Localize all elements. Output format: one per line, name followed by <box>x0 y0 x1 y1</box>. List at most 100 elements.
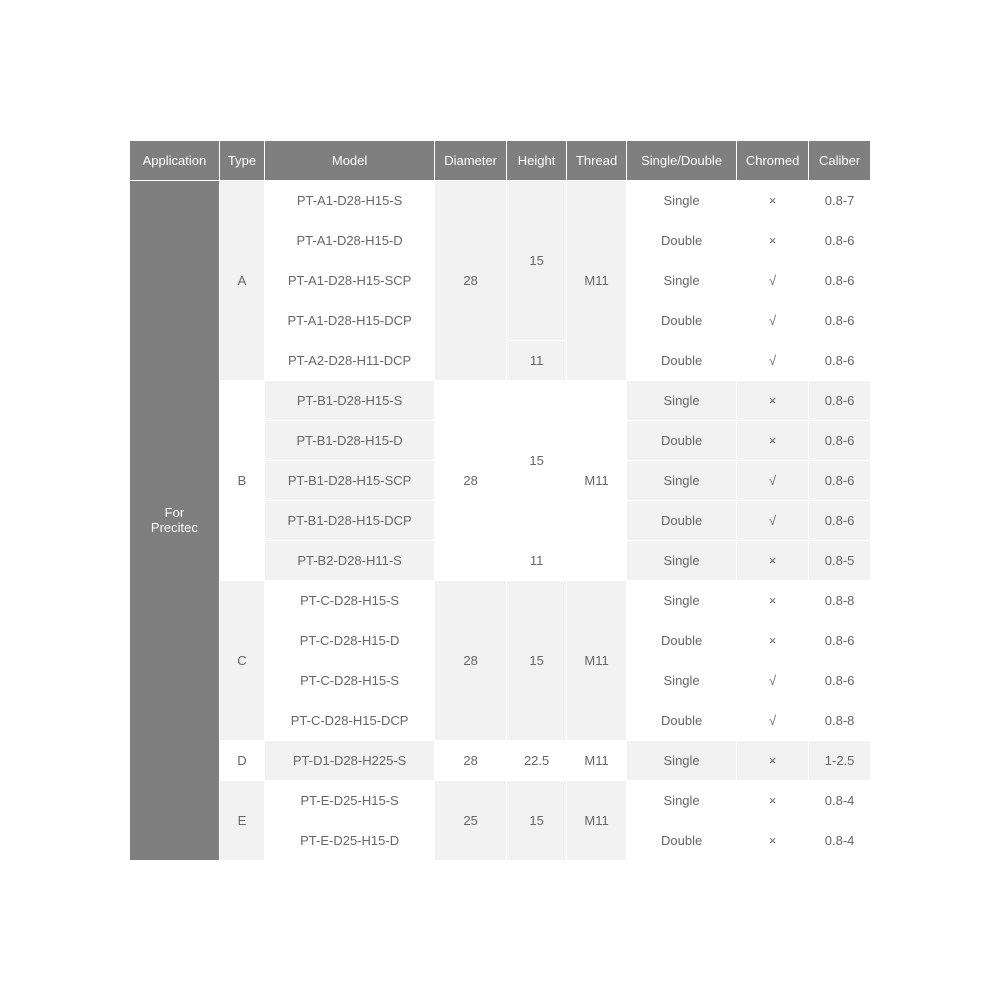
model-cell: PT-C-D28-H15-S <box>265 580 435 620</box>
single-double-cell: Single <box>627 380 737 420</box>
col-header-application: Application <box>129 140 219 180</box>
caliber-cell: 0.8-8 <box>809 580 871 620</box>
col-header-single-double: Single/Double <box>627 140 737 180</box>
chromed-cell: × <box>737 620 809 660</box>
model-cell: PT-D1-D28-H225-S <box>265 740 435 780</box>
type-cell: C <box>219 580 264 740</box>
chromed-cell: × <box>737 180 809 220</box>
caliber-cell: 0.8-6 <box>809 660 871 700</box>
height-cell: 15 <box>507 180 567 340</box>
col-header-caliber: Caliber <box>809 140 871 180</box>
single-double-cell: Double <box>627 420 737 460</box>
chromed-cell: × <box>737 820 809 860</box>
caliber-cell: 0.8-6 <box>809 260 871 300</box>
chromed-cell: × <box>737 540 809 580</box>
col-header-height: Height <box>507 140 567 180</box>
diameter-cell: 28 <box>435 380 507 580</box>
model-cell: PT-B1-D28-H15-DCP <box>265 500 435 540</box>
caliber-cell: 0.8-4 <box>809 780 871 820</box>
height-cell: 15 <box>507 380 567 540</box>
model-cell: PT-C-D28-H15-S <box>265 660 435 700</box>
table-row: DPT-D1-D28-H225-S2822.5M11Single×1-2.5 <box>129 740 870 780</box>
chromed-cell: √ <box>737 500 809 540</box>
caliber-cell: 0.8-8 <box>809 700 871 740</box>
single-double-cell: Single <box>627 740 737 780</box>
caliber-cell: 0.8-6 <box>809 340 871 380</box>
caliber-cell: 0.8-4 <box>809 820 871 860</box>
height-cell: 11 <box>507 540 567 580</box>
single-double-cell: Double <box>627 500 737 540</box>
table-container: ApplicationTypeModelDiameterHeightThread… <box>129 140 871 861</box>
chromed-cell: √ <box>737 700 809 740</box>
single-double-cell: Double <box>627 820 737 860</box>
diameter-cell: 25 <box>435 780 507 860</box>
spec-table: ApplicationTypeModelDiameterHeightThread… <box>129 140 871 861</box>
table-header: ApplicationTypeModelDiameterHeightThread… <box>129 140 870 180</box>
thread-cell: M11 <box>567 380 627 580</box>
model-cell: PT-A1-D28-H15-DCP <box>265 300 435 340</box>
chromed-cell: × <box>737 420 809 460</box>
height-cell: 11 <box>507 340 567 380</box>
single-double-cell: Single <box>627 780 737 820</box>
model-cell: PT-C-D28-H15-D <box>265 620 435 660</box>
model-cell: PT-A1-D28-H15-S <box>265 180 435 220</box>
diameter-cell: 28 <box>435 580 507 740</box>
caliber-cell: 0.8-6 <box>809 380 871 420</box>
model-cell: PT-B2-D28-H11-S <box>265 540 435 580</box>
table-row: CPT-C-D28-H15-S2815M11Single×0.8-8 <box>129 580 870 620</box>
chromed-cell: × <box>737 740 809 780</box>
table-body: ForPrecitecAPT-A1-D28-H15-S2815M11Single… <box>129 180 870 860</box>
caliber-cell: 0.8-6 <box>809 460 871 500</box>
caliber-cell: 0.8-5 <box>809 540 871 580</box>
type-cell: D <box>219 740 264 780</box>
single-double-cell: Single <box>627 660 737 700</box>
chromed-cell: × <box>737 380 809 420</box>
chromed-cell: × <box>737 580 809 620</box>
table-row: ForPrecitecAPT-A1-D28-H15-S2815M11Single… <box>129 180 870 220</box>
single-double-cell: Double <box>627 300 737 340</box>
col-header-thread: Thread <box>567 140 627 180</box>
type-cell: A <box>219 180 264 380</box>
col-header-diameter: Diameter <box>435 140 507 180</box>
model-cell: PT-A1-D28-H15-D <box>265 220 435 260</box>
chromed-cell: × <box>737 220 809 260</box>
model-cell: PT-A2-D28-H11-DCP <box>265 340 435 380</box>
thread-cell: M11 <box>567 180 627 380</box>
model-cell: PT-B1-D28-H15-S <box>265 380 435 420</box>
thread-cell: M11 <box>567 780 627 860</box>
height-cell: 22.5 <box>507 740 567 780</box>
single-double-cell: Single <box>627 260 737 300</box>
single-double-cell: Double <box>627 620 737 660</box>
model-cell: PT-C-D28-H15-DCP <box>265 700 435 740</box>
model-cell: PT-E-D25-H15-D <box>265 820 435 860</box>
thread-cell: M11 <box>567 740 627 780</box>
model-cell: PT-B1-D28-H15-SCP <box>265 460 435 500</box>
caliber-cell: 0.8-7 <box>809 180 871 220</box>
table-row: EPT-E-D25-H15-S2515M11Single×0.8-4 <box>129 780 870 820</box>
caliber-cell: 0.8-6 <box>809 620 871 660</box>
col-header-type: Type <box>219 140 264 180</box>
thread-cell: M11 <box>567 580 627 740</box>
diameter-cell: 28 <box>435 740 507 780</box>
chromed-cell: √ <box>737 260 809 300</box>
table-row: BPT-B1-D28-H15-S2815M11Single×0.8-6 <box>129 380 870 420</box>
height-cell: 15 <box>507 780 567 860</box>
height-cell: 15 <box>507 580 567 740</box>
single-double-cell: Double <box>627 340 737 380</box>
model-cell: PT-E-D25-H15-S <box>265 780 435 820</box>
chromed-cell: √ <box>737 300 809 340</box>
caliber-cell: 0.8-6 <box>809 420 871 460</box>
caliber-cell: 0.8-6 <box>809 220 871 260</box>
chromed-cell: √ <box>737 340 809 380</box>
single-double-cell: Single <box>627 460 737 500</box>
caliber-cell: 0.8-6 <box>809 300 871 340</box>
diameter-cell: 28 <box>435 180 507 380</box>
single-double-cell: Single <box>627 540 737 580</box>
col-header-chromed: Chromed <box>737 140 809 180</box>
single-double-cell: Single <box>627 580 737 620</box>
col-header-model: Model <box>265 140 435 180</box>
application-cell: ForPrecitec <box>129 180 219 860</box>
chromed-cell: √ <box>737 660 809 700</box>
chromed-cell: × <box>737 780 809 820</box>
caliber-cell: 0.8-6 <box>809 500 871 540</box>
